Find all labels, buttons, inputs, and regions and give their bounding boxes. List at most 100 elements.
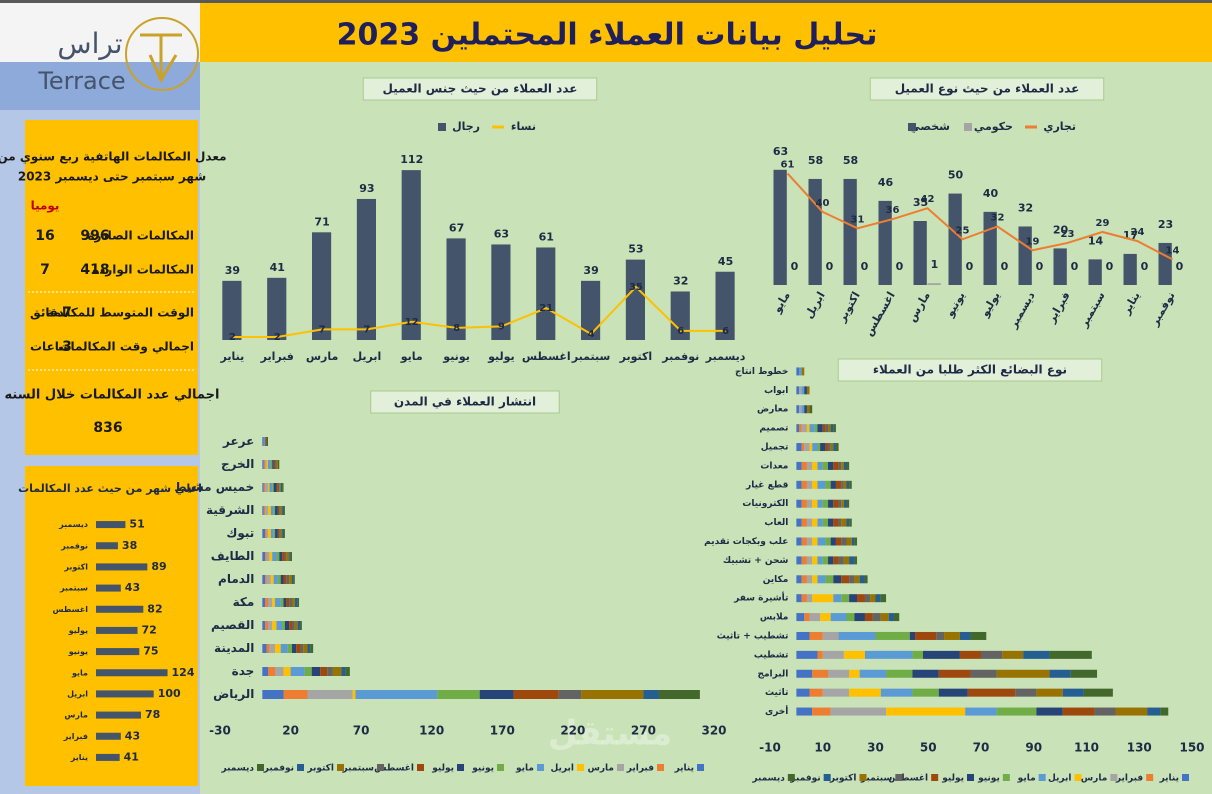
bar-segment (796, 386, 800, 395)
y-tick-label: ابريل (67, 689, 88, 698)
legend-label: ابريل (551, 764, 574, 774)
y-tick-label: ملابس (760, 613, 789, 623)
legend-label: فبراير (1115, 774, 1143, 784)
bar-segment (801, 594, 807, 603)
bar-segment (857, 594, 865, 603)
bar (96, 711, 141, 719)
bar-segment (806, 480, 813, 489)
bar-segment (812, 575, 818, 584)
daily-label: يوميا (31, 199, 60, 214)
bar-segment (355, 690, 438, 699)
y-tick-label: الدمام (218, 572, 254, 587)
bar-segment (804, 405, 807, 414)
data-label: 0 (826, 260, 834, 273)
bar-segment (286, 598, 290, 607)
bar (96, 626, 138, 634)
bar-segment (263, 506, 266, 515)
bar-segment (267, 598, 273, 607)
bar (773, 169, 787, 285)
bar-segment (270, 575, 274, 584)
bar-segment (806, 537, 813, 546)
x-tick-label: 320 (701, 724, 726, 738)
legend-swatch (438, 123, 446, 131)
kpi-label: اجمالي وقت المكالمات (58, 340, 194, 355)
bar-segment (817, 461, 823, 470)
bar-segment (294, 598, 298, 607)
bar-segment (809, 424, 815, 433)
bar-segment (1070, 669, 1098, 678)
bar (580, 280, 601, 340)
bar-segment (880, 594, 887, 603)
bar-segment (817, 424, 823, 433)
data-label: 7 (319, 324, 326, 335)
bar-segment (270, 529, 274, 538)
bar-segment (272, 621, 277, 630)
bar-segment (796, 594, 802, 603)
bar (1053, 248, 1067, 285)
bar-segment (843, 556, 850, 565)
bar-segment (269, 552, 273, 561)
bar-segment (801, 461, 807, 470)
bar-segment (806, 556, 813, 565)
x-tick-label: 30 (867, 741, 884, 755)
data-label: 14 (1088, 234, 1104, 247)
bar-segment (310, 644, 314, 653)
bar-segment (843, 650, 865, 659)
bar-segment (291, 621, 295, 630)
watermark: مستقل (548, 714, 672, 754)
y-tick-label: تبوك (226, 526, 254, 541)
legend-swatch (859, 774, 867, 781)
y-tick-label: تجميل (761, 443, 789, 453)
data-label: 20 (1053, 223, 1069, 236)
bar-segment (801, 537, 807, 546)
bar-segment (277, 483, 280, 492)
bar-segment (864, 613, 873, 622)
y-tick-label: المدينة (214, 641, 254, 655)
legend-swatch (377, 764, 384, 771)
bar-segment (291, 575, 294, 584)
bar-segment (822, 499, 829, 508)
data-label: 0 (1036, 260, 1044, 273)
bar-segment (289, 598, 292, 607)
legend-label: يناير (1159, 774, 1179, 784)
bar-segment (838, 499, 842, 508)
bar-segment (796, 405, 800, 414)
data-label: 9 (498, 321, 505, 332)
y-tick-label: تصميم (759, 424, 788, 434)
bar-segment (870, 594, 876, 603)
legend-swatch (617, 764, 624, 771)
bar-segment (279, 552, 283, 561)
data-label: 58 (843, 154, 858, 167)
bar-segment (806, 386, 810, 395)
legend-label: نوفمبر (789, 774, 820, 784)
bar-segment (1062, 688, 1084, 697)
bar-segment (838, 556, 844, 565)
x-tick-label: مايو (400, 350, 423, 363)
bar-segment (851, 537, 855, 546)
bar-segment (854, 575, 860, 584)
legend-swatch (931, 774, 939, 781)
bar-segment (581, 690, 644, 699)
y-tick-label: مارس (64, 711, 88, 721)
bar-segment (283, 575, 287, 584)
bar-segment (262, 483, 264, 492)
bar-segment (828, 499, 834, 508)
bar-segment (846, 613, 855, 622)
bar-segment (287, 644, 292, 653)
bar-segment (809, 613, 821, 622)
data-label: 0 (1001, 260, 1009, 273)
data-label: 0 (1071, 260, 1079, 273)
bar-segment (1002, 650, 1024, 659)
bar (670, 291, 690, 340)
bar-segment (345, 667, 350, 676)
bar-segment (267, 506, 271, 515)
bar-segment (828, 556, 834, 565)
legend-label: ديسمبر (221, 764, 255, 774)
data-label: 124 (172, 666, 195, 679)
kpi-value: 3 (62, 339, 72, 355)
bar-segment (838, 461, 842, 470)
bar-segment (297, 598, 300, 607)
legend-label: اكتوبر (306, 764, 334, 774)
x-tick-label: نوفمبر (661, 350, 699, 363)
legend-swatch (577, 764, 584, 771)
